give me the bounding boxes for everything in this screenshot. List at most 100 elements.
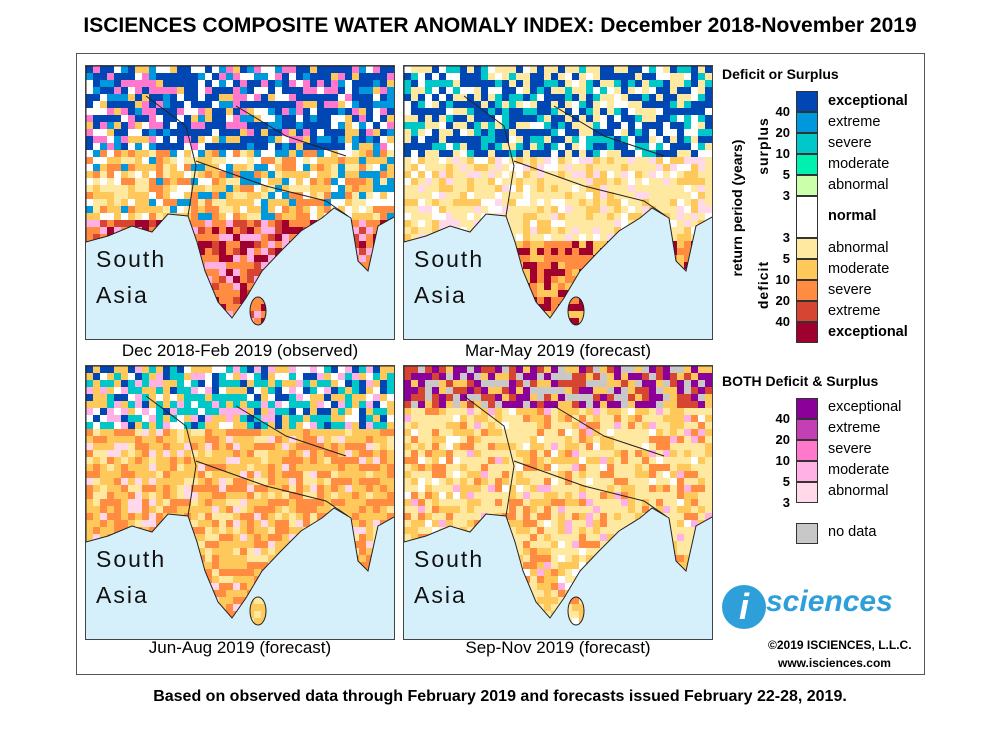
grid-cell [191, 366, 198, 373]
grid-cell [488, 234, 495, 241]
grid-cell [366, 157, 373, 164]
grid-cell [212, 213, 219, 220]
grid-cell [649, 101, 656, 108]
grid-cell [460, 199, 467, 206]
grid-cell [656, 262, 663, 269]
grid-cell [460, 94, 467, 101]
grid-cell [684, 185, 691, 192]
grid-cell [373, 478, 380, 485]
grid-cell [425, 192, 432, 199]
grid-cell [537, 199, 544, 206]
grid-cell [205, 422, 212, 429]
grid-cell [551, 122, 558, 129]
grid-cell [170, 283, 177, 290]
grid-cell [317, 373, 324, 380]
grid-cell [163, 380, 170, 387]
grid-cell [226, 436, 233, 443]
grid-cell [296, 283, 303, 290]
grid-cell [240, 380, 247, 387]
grid-cell [317, 583, 324, 590]
grid-cell [289, 248, 296, 255]
grid-cell [184, 192, 191, 199]
grid-cell [310, 569, 317, 576]
grid-cell [345, 436, 352, 443]
grid-cell [93, 513, 100, 520]
grid-cell [261, 457, 268, 464]
grid-cell [593, 325, 600, 332]
grid-cell [268, 443, 275, 450]
anomaly-map [404, 66, 713, 332]
grid-cell [698, 122, 705, 129]
grid-cell [387, 366, 394, 373]
grid-cell [268, 80, 275, 87]
grid-cell [572, 262, 579, 269]
grid-cell [523, 304, 530, 311]
grid-cell [219, 171, 226, 178]
grid-cell [642, 143, 649, 150]
grid-cell [135, 492, 142, 499]
grid-cell [114, 380, 121, 387]
grid-cell [663, 318, 670, 325]
grid-cell [212, 66, 219, 73]
grid-cell [698, 227, 705, 234]
grid-cell [198, 576, 205, 583]
grid-cell [149, 471, 156, 478]
grid-cell [642, 283, 649, 290]
grid-cell [345, 387, 352, 394]
grid-cell [303, 583, 310, 590]
grid-cell [177, 276, 184, 283]
grid-cell [345, 276, 352, 283]
grid-cell [107, 520, 114, 527]
grid-cell [303, 150, 310, 157]
grid-cell [310, 150, 317, 157]
grid-cell [261, 248, 268, 255]
grid-cell [558, 318, 565, 325]
grid-cell [142, 443, 149, 450]
grid-cell [373, 373, 380, 380]
grid-cell [268, 136, 275, 143]
grid-cell [432, 108, 439, 115]
grid-cell [649, 304, 656, 311]
grid-cell [684, 276, 691, 283]
grid-cell [516, 101, 523, 108]
grid-cell [579, 255, 586, 262]
grid-cell [642, 206, 649, 213]
grid-cell [649, 311, 656, 318]
grid-cell [233, 227, 240, 234]
grid-cell [205, 555, 212, 562]
grid-cell [537, 248, 544, 255]
grid-cell [418, 171, 425, 178]
grid-cell [551, 185, 558, 192]
grid-cell [275, 373, 282, 380]
grid-cell [352, 597, 359, 604]
grid-cell [198, 394, 205, 401]
grid-cell [247, 485, 254, 492]
grid-cell [226, 527, 233, 534]
grid-cell [586, 199, 593, 206]
grid-cell [373, 499, 380, 506]
grid-cell [184, 513, 191, 520]
grid-cell [100, 527, 107, 534]
grid-cell [219, 269, 226, 276]
grid-cell [275, 597, 282, 604]
grid-cell [373, 262, 380, 269]
grid-cell [100, 325, 107, 332]
grid-cell [352, 569, 359, 576]
grid-cell [317, 401, 324, 408]
grid-cell [317, 185, 324, 192]
grid-cell [359, 499, 366, 506]
grid-cell [177, 464, 184, 471]
grid-cell [712, 108, 713, 115]
grid-cell [310, 311, 317, 318]
grid-cell [233, 73, 240, 80]
grid-cell [303, 199, 310, 206]
grid-cell [282, 227, 289, 234]
grid-cell [177, 555, 184, 562]
grid-cell [324, 192, 331, 199]
grid-cell [411, 206, 418, 213]
grid-cell [439, 178, 446, 185]
grid-cell [282, 73, 289, 80]
grid-cell [418, 206, 425, 213]
grid-cell [380, 150, 387, 157]
grid-cell [261, 199, 268, 206]
